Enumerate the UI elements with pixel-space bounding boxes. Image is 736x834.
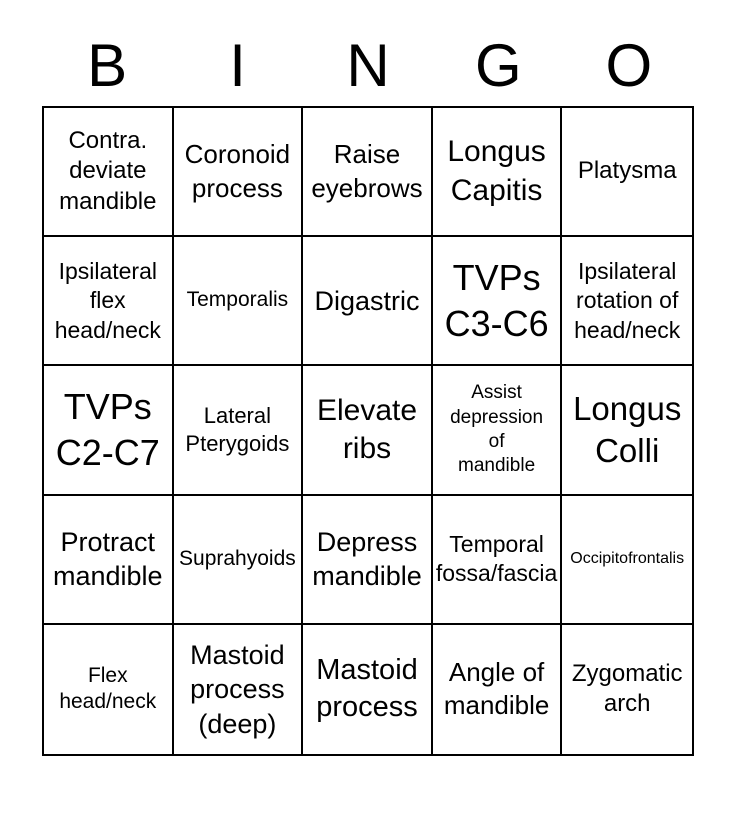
bingo-cell[interactable]: TVPs C3-C6 (432, 237, 563, 367)
bingo-cell[interactable]: Coronoid process (173, 108, 304, 238)
bingo-cell[interactable]: Temporalis (173, 237, 304, 367)
bingo-cell[interactable]: Longus Colli (562, 366, 692, 496)
bingo-cell[interactable]: Angle of mandible (433, 624, 563, 754)
bingo-cell[interactable]: Protract mandible (44, 495, 174, 625)
bingo-cell[interactable]: Lateral Pterygoids (173, 366, 304, 496)
bingo-title-letter-i: I (229, 32, 246, 99)
bingo-cell[interactable]: TVPs C2-C7 (44, 366, 174, 496)
bingo-title-letter-b: B (87, 32, 128, 99)
bingo-cell[interactable]: Ipsilateral flex head/neck (44, 237, 174, 367)
bingo-title: B I N G O (42, 34, 694, 98)
bingo-cell[interactable]: Zygomatic arch (571, 659, 683, 718)
bingo-grid: Contra. deviate mandible Coronoid proces… (42, 106, 694, 756)
bingo-cell[interactable]: Occipitofrontalis (562, 496, 692, 625)
bingo-cell[interactable]: Suprahyoids (173, 495, 304, 625)
bingo-card: B I N G O Contra. deviate mandible Coron… (42, 34, 694, 756)
bingo-title-letter-g: G (475, 32, 522, 99)
bingo-title-letter-n: N (346, 32, 390, 99)
bingo-cell[interactable]: Digastric (303, 237, 433, 367)
bingo-cell[interactable]: Raise eyebrows (303, 108, 433, 238)
bingo-cell[interactable]: Contra. deviate mandible (44, 108, 174, 238)
bingo-cell[interactable]: Mastoid process (303, 624, 433, 754)
bingo-cell[interactable]: Temporal fossa/fascia (432, 495, 563, 625)
bingo-cell[interactable]: Flex head/neck (44, 624, 174, 754)
bingo-cell[interactable]: Platysma (562, 108, 692, 238)
bingo-cell[interactable]: Depress mandible (303, 495, 433, 625)
bingo-cell[interactable]: Mastoid process (deep) (174, 624, 304, 754)
bingo-cell[interactable]: Elevate ribs (303, 366, 433, 496)
bingo-title-letter-o: O (605, 32, 653, 99)
bingo-cell[interactable]: Ipsilateral rotation of head/neck (562, 237, 692, 367)
bingo-cell[interactable]: Assist depression of mandible (432, 366, 563, 496)
bingo-cell[interactable]: Longus Capitis (432, 108, 563, 238)
